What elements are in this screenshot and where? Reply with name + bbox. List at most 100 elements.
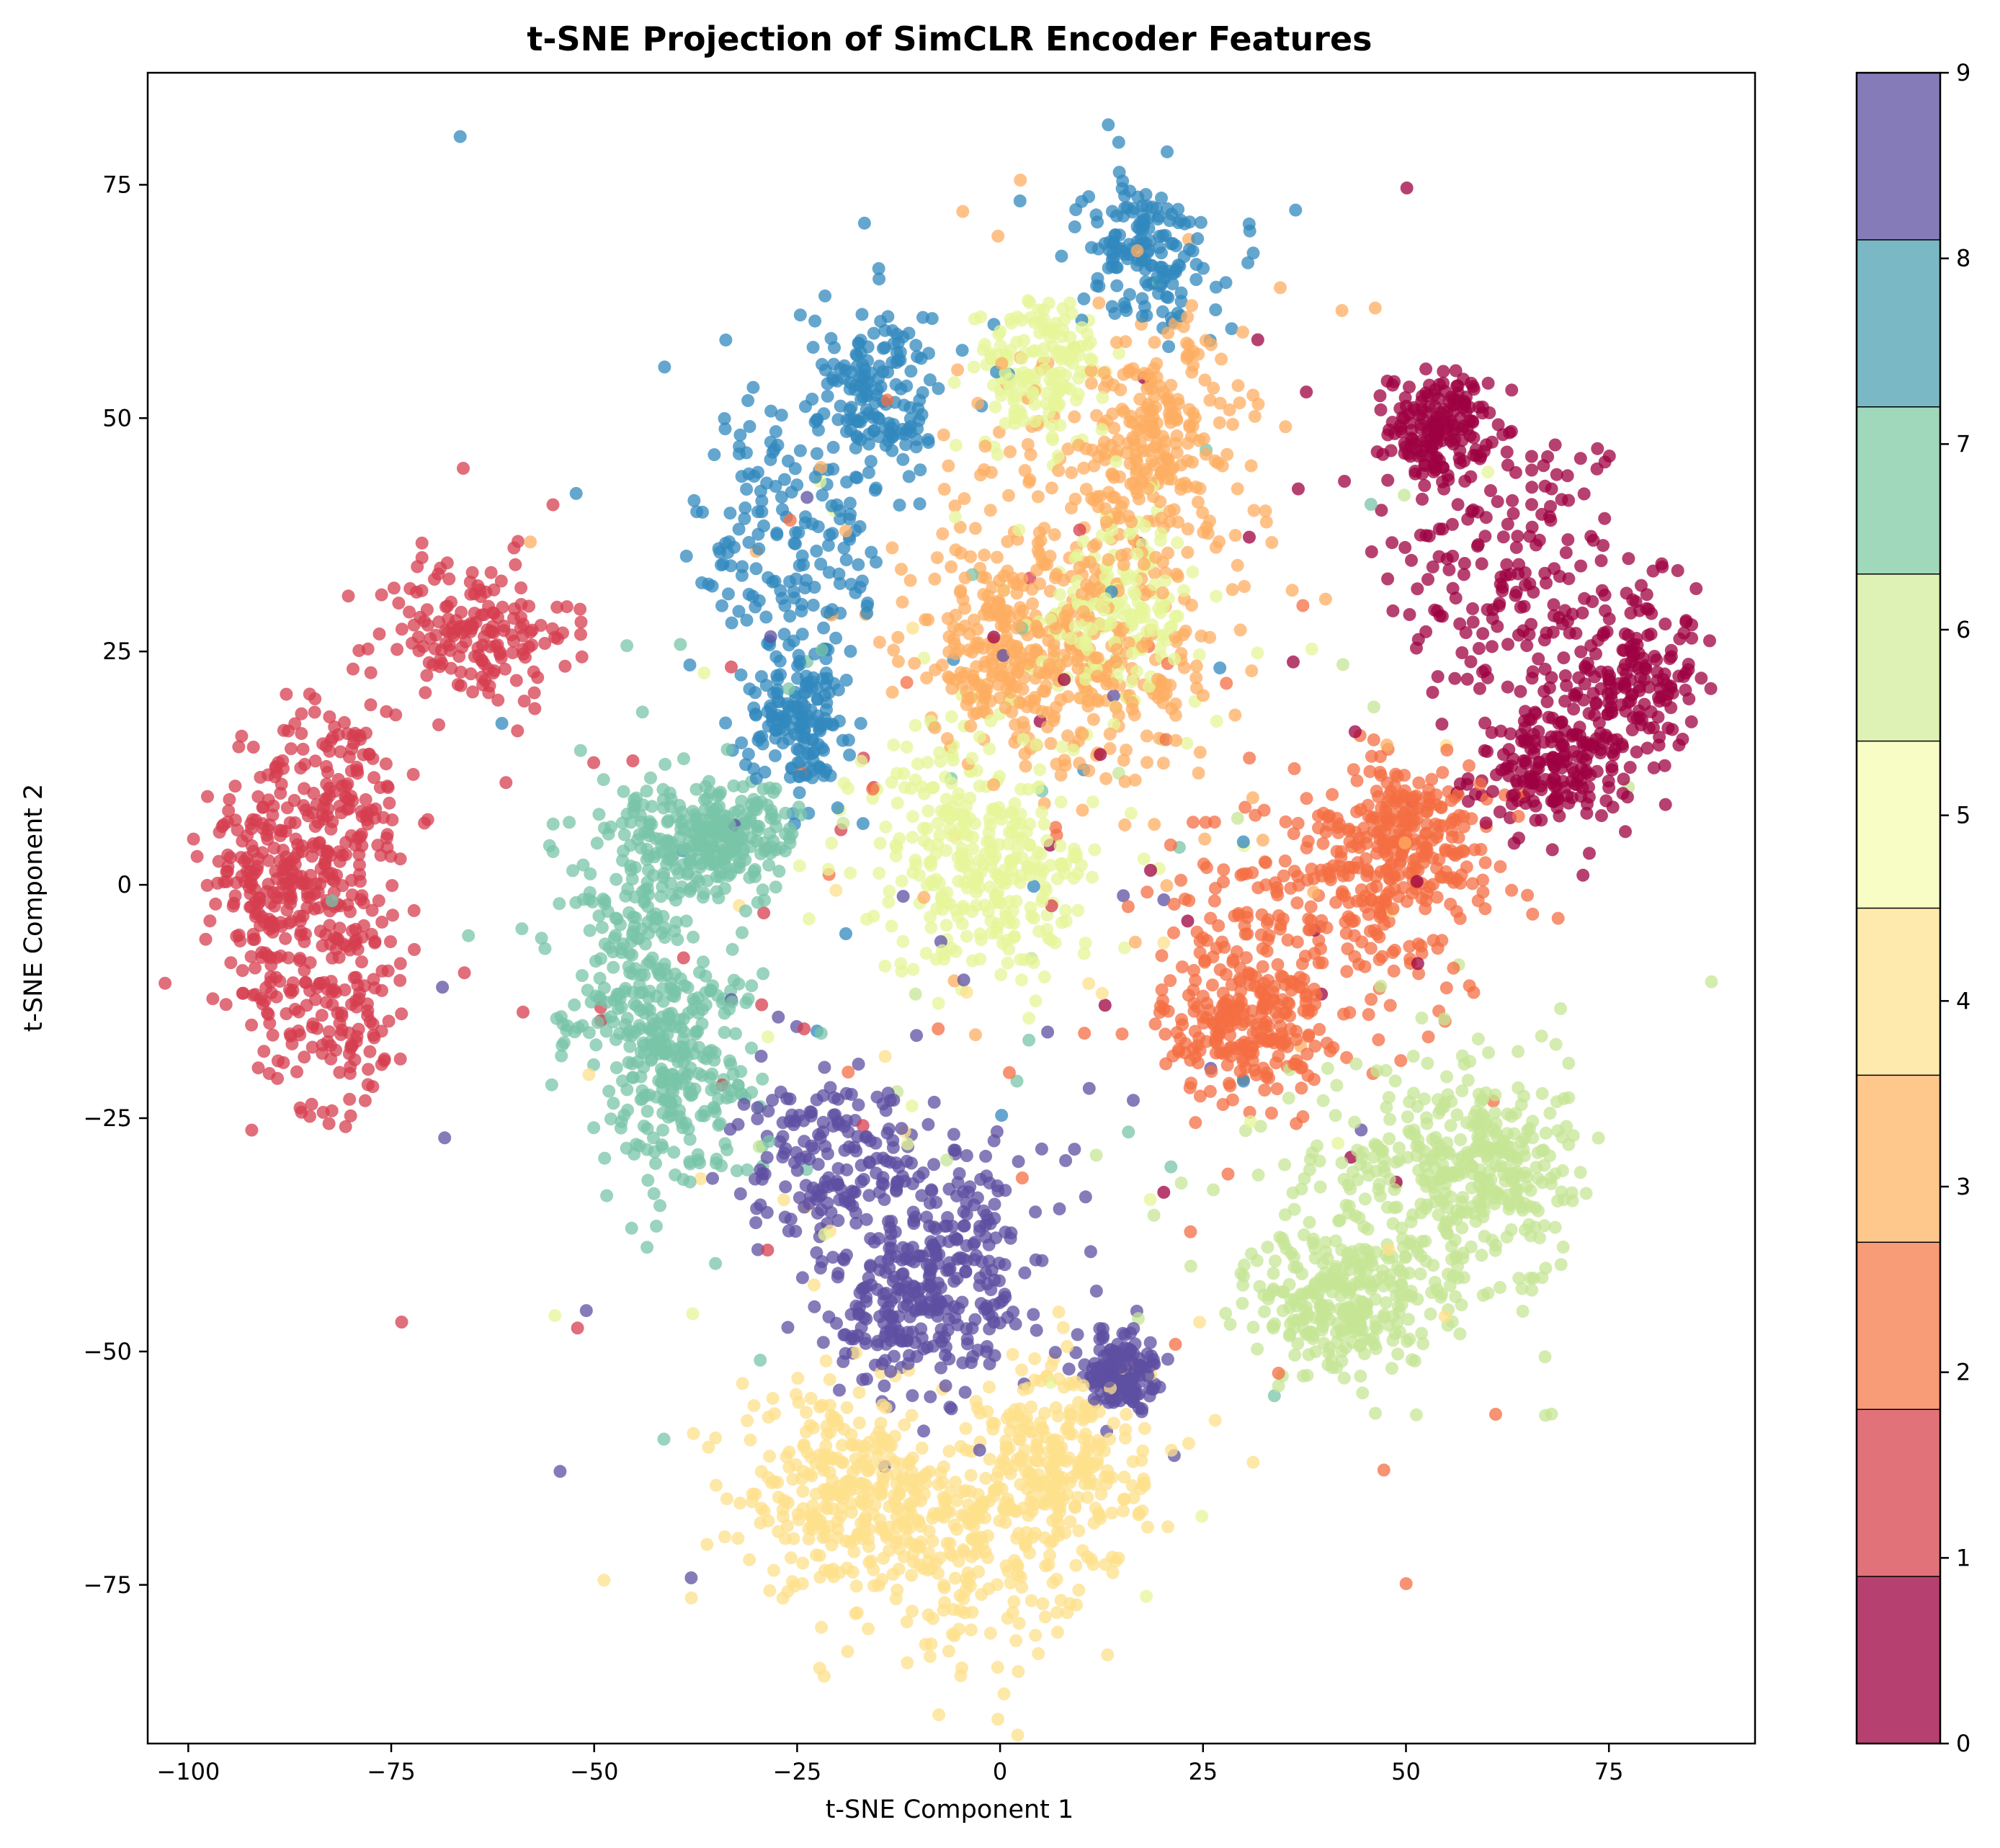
data-point-class-4 (1023, 1546, 1037, 1560)
data-point-class-6 (1380, 1100, 1393, 1114)
data-point-class-4 (787, 1532, 800, 1545)
data-point-class-2 (1551, 911, 1565, 925)
data-point-class-3 (1226, 418, 1239, 431)
data-point-class-0 (1418, 478, 1432, 492)
data-point-class-1 (395, 622, 409, 636)
data-point-class-7 (671, 933, 684, 947)
data-point-class-1 (403, 605, 416, 619)
data-point-class-9 (921, 1340, 934, 1354)
data-point-class-1 (236, 986, 249, 1000)
data-point-class-8 (817, 621, 831, 635)
data-point-class-6 (1207, 1183, 1220, 1197)
data-point-class-2 (1207, 894, 1221, 908)
data-point-class-4 (829, 883, 843, 897)
data-point-class-3 (1380, 738, 1393, 752)
data-point-class-4 (878, 1050, 892, 1063)
data-point-class-0 (1599, 604, 1612, 617)
data-point-class-8 (722, 587, 735, 601)
data-point-class-5 (873, 836, 887, 850)
data-point-class-3 (1259, 515, 1273, 529)
data-point-class-6 (1389, 1156, 1403, 1169)
data-point-class-1 (315, 1009, 329, 1022)
data-point-class-4 (1050, 1525, 1064, 1539)
data-point-class-7 (659, 757, 672, 771)
data-point-class-5 (1118, 941, 1131, 955)
data-point-class-9 (862, 1189, 876, 1202)
data-point-class-6 (1288, 1348, 1302, 1362)
data-point-class-3 (524, 535, 537, 549)
data-point-class-2 (1399, 1577, 1413, 1591)
data-point-class-2 (1362, 1008, 1375, 1022)
data-point-class-1 (411, 630, 425, 644)
data-point-class-7 (736, 780, 750, 793)
data-point-class-9 (875, 1177, 889, 1190)
data-point-class-7 (555, 1049, 568, 1063)
data-point-class-9 (880, 1126, 894, 1140)
data-point-class-0 (1595, 584, 1609, 597)
data-point-class-5 (1168, 652, 1181, 666)
data-point-class-0 (1481, 745, 1494, 759)
data-point-class-6 (1447, 1269, 1460, 1283)
data-point-class-2 (1254, 928, 1268, 942)
data-point-class-7 (772, 865, 786, 878)
data-point-class-1 (332, 845, 346, 859)
data-point-class-0 (1501, 638, 1514, 651)
data-point-class-9 (1078, 1358, 1091, 1372)
data-point-class-5 (1037, 303, 1050, 317)
data-point-class-7 (699, 969, 713, 983)
data-point-class-2 (1326, 859, 1340, 872)
data-point-class-5 (1481, 465, 1495, 479)
data-point-class-0 (1579, 661, 1592, 675)
data-point-class-8 (829, 631, 843, 645)
data-point-class-1 (395, 1007, 409, 1021)
data-point-class-6 (1461, 1073, 1475, 1087)
data-point-class-1 (201, 790, 214, 803)
data-point-class-8 (1068, 220, 1081, 233)
data-point-class-1 (375, 983, 388, 997)
data-point-class-8 (822, 566, 836, 579)
data-point-class-4 (1009, 1634, 1023, 1648)
data-point-class-5 (1040, 834, 1054, 847)
data-point-class-6 (1475, 1249, 1488, 1262)
data-point-class-6 (1223, 1318, 1237, 1331)
data-point-class-1 (509, 558, 522, 571)
data-point-class-8 (862, 465, 875, 479)
data-point-class-6 (1251, 1342, 1264, 1356)
data-point-class-1 (333, 1017, 347, 1030)
data-point-class-0 (1384, 444, 1398, 457)
data-point-class-9 (917, 1424, 931, 1438)
data-point-class-4 (1024, 1400, 1038, 1414)
data-point-class-8 (774, 491, 788, 504)
data-point-class-0 (1566, 762, 1579, 775)
data-point-class-8 (1236, 1074, 1250, 1088)
data-point-class-1 (298, 976, 312, 989)
data-point-class-5 (548, 1309, 562, 1323)
data-point-class-7 (712, 891, 726, 905)
data-point-class-8 (754, 670, 768, 684)
data-point-class-8 (855, 574, 869, 588)
data-point-class-4 (1030, 1442, 1044, 1456)
data-point-class-8 (732, 604, 746, 618)
data-point-class-0 (1442, 563, 1456, 576)
data-point-class-1 (305, 1097, 318, 1111)
data-point-class-1 (305, 1020, 319, 1034)
data-point-class-8 (1161, 202, 1174, 215)
data-point-class-3 (1192, 767, 1205, 780)
data-point-class-1 (223, 793, 236, 806)
data-point-class-8 (723, 535, 736, 548)
data-point-class-5 (1180, 736, 1194, 750)
data-point-class-1 (251, 1061, 265, 1075)
data-point-class-0 (1666, 723, 1679, 736)
data-point-class-2 (1350, 774, 1364, 787)
data-point-class-3 (1259, 504, 1272, 518)
data-point-class-2 (1382, 915, 1396, 928)
data-point-class-9 (822, 1310, 836, 1323)
data-point-class-6 (1267, 1321, 1280, 1335)
data-point-class-5 (917, 651, 931, 665)
data-point-class-5 (1048, 936, 1062, 950)
data-point-class-0 (1506, 494, 1519, 507)
data-point-class-4 (921, 1608, 935, 1622)
data-point-class-2 (1465, 877, 1479, 890)
data-point-class-0 (1574, 559, 1588, 573)
data-point-class-9 (867, 1235, 881, 1249)
